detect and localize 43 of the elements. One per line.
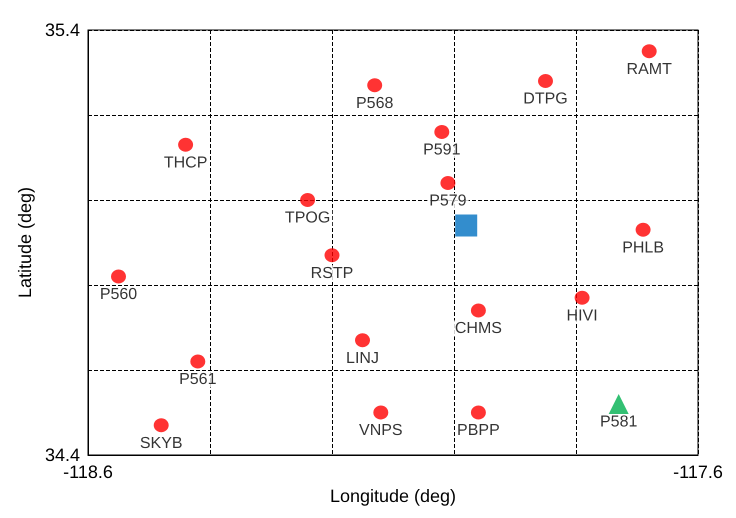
point [455,214,478,236]
annotation: P560 [100,286,138,303]
point [178,138,194,152]
annotation: HIVI [566,307,598,324]
annotation: VNPS [359,422,403,439]
point [373,406,388,420]
point [324,248,340,262]
annotation: DTPG [523,90,568,108]
point [367,78,382,92]
annotation: PHLB [622,239,664,256]
annotation: P561 [179,371,217,388]
annotation: P581 [600,414,638,430]
point [190,354,206,368]
point [470,406,486,420]
annotation: TPOG [284,210,330,226]
point [538,74,553,88]
point [355,333,370,348]
x-axis-title: Longitude (deg) [330,486,456,506]
x-tick-label: -117.6 [673,462,723,482]
annotation: RSTP [310,264,354,282]
point [470,304,486,318]
annotation: P568 [356,94,394,112]
annotation: LINJ [346,350,379,367]
annotation: P591 [423,142,461,158]
point [608,394,629,414]
point [440,176,456,190]
point [642,44,657,58]
annotation: CHMS [454,320,502,337]
annotation: PBPP [457,422,500,439]
point [111,270,126,284]
y-axis-title: Latitude (deg) [15,186,36,298]
point [434,125,450,139]
x-tick-label: -118.6 [63,462,113,482]
y-tick-label: 34.4 [44,445,80,465]
y-tick-label: 35.4 [44,20,80,40]
annotation: SKYB [140,434,183,452]
point [154,418,169,432]
annotation: RAMT [626,60,672,78]
point [636,222,651,237]
annotation: THCP [164,154,208,172]
point [300,193,316,207]
annotation: P579 [429,192,467,210]
point [574,290,590,305]
